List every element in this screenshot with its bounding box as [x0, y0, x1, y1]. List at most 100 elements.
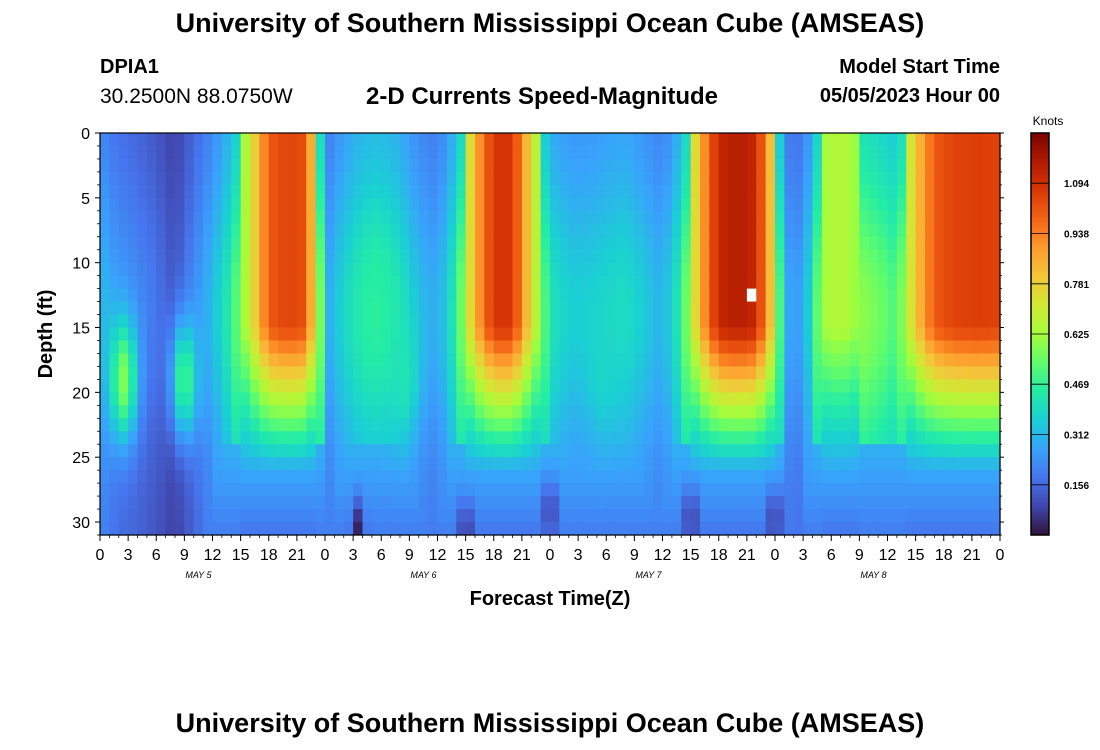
heatmap-cell — [306, 184, 317, 199]
heatmap-cell — [503, 431, 514, 445]
heatmap-cell — [231, 184, 242, 199]
heatmap-cell — [418, 236, 429, 251]
heatmap-cell — [306, 275, 317, 290]
heatmap-cell — [596, 184, 607, 199]
heatmap-cell — [606, 275, 617, 290]
heatmap-cell — [671, 133, 682, 147]
heatmap-cell — [100, 431, 110, 445]
heatmap-cell — [709, 184, 720, 199]
colorbar-tick-label: 0.469 — [1064, 380, 1089, 391]
heatmap-cell — [568, 288, 579, 303]
heatmap-cell — [437, 470, 448, 484]
heatmap-cell — [259, 314, 270, 329]
heatmap-cell — [296, 509, 307, 523]
heatmap-cell — [671, 379, 682, 393]
heatmap-cell — [268, 249, 279, 264]
heatmap-cell — [831, 262, 842, 277]
heatmap-cell — [878, 171, 889, 186]
heatmap-cell — [812, 366, 823, 380]
heatmap-cell — [643, 197, 654, 212]
heatmap-cell — [259, 444, 270, 458]
heatmap-cell — [315, 275, 326, 290]
heatmap-cell — [231, 405, 242, 419]
heatmap-cell — [718, 184, 729, 199]
heatmap-cell — [456, 249, 467, 264]
heatmap-cell — [971, 522, 982, 536]
heatmap-cell — [784, 405, 795, 419]
heatmap-cell — [765, 288, 776, 303]
heatmap-cell — [625, 145, 635, 160]
heatmap-cell — [709, 223, 720, 238]
heatmap-cell — [700, 353, 710, 368]
heatmap-cell — [718, 314, 729, 329]
heatmap-cell — [850, 171, 860, 186]
heatmap-cell — [775, 262, 785, 277]
heatmap-cell — [728, 184, 739, 199]
heatmap-cell — [343, 431, 354, 445]
heatmap-cell — [653, 133, 664, 147]
heatmap-cell — [615, 366, 626, 380]
heatmap-cell — [184, 184, 195, 199]
heatmap-cell — [437, 405, 448, 419]
heatmap-cell — [465, 288, 476, 303]
heatmap-cell — [896, 327, 907, 342]
heatmap-cell — [484, 496, 495, 510]
heatmap-cell — [831, 496, 842, 510]
heatmap-cell — [868, 522, 879, 536]
heatmap-cell — [184, 522, 195, 536]
heatmap-cell — [812, 288, 823, 303]
heatmap-cell — [296, 470, 307, 484]
heatmap-cell — [634, 184, 645, 199]
heatmap-cell — [296, 457, 307, 471]
heatmap-cell — [306, 210, 317, 225]
heatmap-cell — [737, 405, 748, 419]
heatmap-cell — [850, 327, 860, 342]
heatmap-cell — [315, 418, 326, 432]
heatmap-cells — [100, 133, 1001, 536]
heatmap-cell — [568, 457, 579, 471]
heatmap-cell — [728, 353, 739, 368]
heatmap-cell — [868, 418, 879, 432]
heatmap-cell — [109, 496, 120, 510]
heatmap-cell — [653, 457, 664, 471]
heatmap-cell — [934, 184, 945, 199]
heatmap-cell — [428, 457, 439, 471]
heatmap-cell — [240, 418, 251, 432]
heatmap-cell — [953, 405, 964, 419]
heatmap-cell — [184, 262, 195, 277]
x-tick-label: 3 — [574, 547, 583, 564]
heatmap-cell — [596, 444, 607, 458]
heatmap-cell — [465, 483, 476, 497]
heatmap-cell — [887, 171, 898, 186]
heatmap-cell — [100, 171, 110, 186]
heatmap-cell — [700, 275, 710, 290]
heatmap-cell — [287, 236, 298, 251]
heatmap-cell — [465, 184, 476, 199]
heatmap-cell — [728, 418, 739, 432]
heatmap-cell — [906, 288, 917, 303]
heatmap-cell — [906, 431, 917, 445]
heatmap-cell — [690, 314, 701, 329]
heatmap-cell — [793, 314, 804, 329]
heatmap-cell — [550, 353, 560, 368]
heatmap-cell — [793, 145, 804, 160]
heatmap-cell — [475, 483, 485, 497]
heatmap-cell — [231, 340, 242, 355]
heatmap-cell — [193, 145, 204, 160]
heatmap-cell — [212, 249, 223, 264]
heatmap-cell — [662, 171, 673, 186]
heatmap-cell — [718, 353, 729, 368]
heatmap-cell — [109, 509, 120, 523]
heatmap-cell — [315, 223, 326, 238]
heatmap-cell — [587, 405, 598, 419]
heatmap-cell — [934, 522, 945, 536]
heatmap-cell — [953, 249, 964, 264]
heatmap-cell — [971, 444, 982, 458]
heatmap-cell — [137, 392, 148, 406]
heatmap-cell — [296, 418, 307, 432]
heatmap-cell — [634, 288, 645, 303]
heatmap-cell — [728, 470, 739, 484]
heatmap-cell — [325, 184, 335, 199]
heatmap-cell — [700, 288, 710, 303]
heatmap-cell — [746, 262, 757, 277]
